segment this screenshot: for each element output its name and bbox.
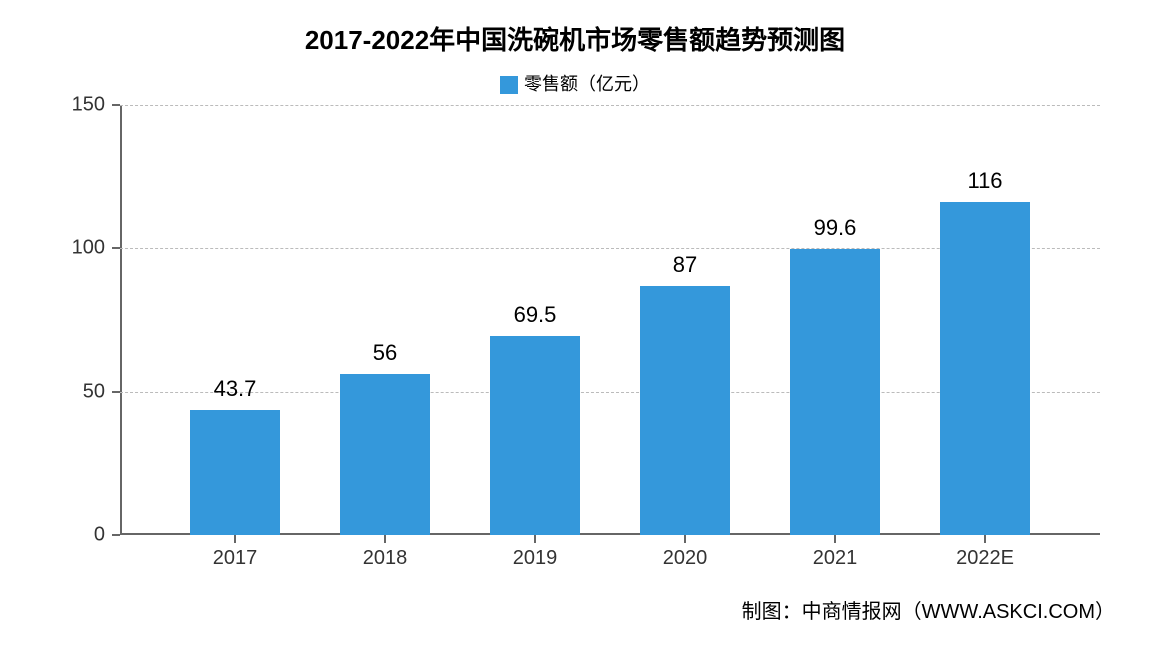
legend-label: 零售额（亿元） — [524, 74, 650, 94]
bar-group: 56 — [340, 374, 430, 535]
x-tick-mark — [234, 535, 236, 543]
bar — [340, 374, 430, 535]
legend-swatch — [500, 76, 518, 94]
chart-title: 2017-2022年中国洗碗机市场零售额趋势预测图 — [0, 20, 1150, 57]
credit-text: 制图：中商情报网（WWW.ASKCI.COM） — [742, 595, 1115, 624]
y-axis — [120, 105, 122, 535]
x-tick-mark — [384, 535, 386, 543]
y-tick-label: 150 — [72, 94, 105, 117]
y-tick-label: 50 — [83, 380, 105, 403]
legend: 零售额（亿元） — [0, 70, 1150, 96]
y-tick-mark — [112, 247, 120, 249]
bar — [190, 410, 280, 535]
bar — [940, 202, 1030, 535]
bar-group: 87 — [640, 286, 730, 535]
bar-value-label: 99.6 — [814, 215, 857, 241]
gridline — [120, 105, 1100, 106]
x-tick-mark — [984, 535, 986, 543]
y-tick-mark — [112, 391, 120, 393]
x-tick-label: 2021 — [813, 547, 858, 570]
bar-group: 69.5 — [490, 336, 580, 535]
bar-value-label: 56 — [373, 340, 397, 366]
bar-group: 116 — [940, 202, 1030, 535]
bar-group: 99.6 — [790, 249, 880, 535]
y-tick-label: 0 — [94, 524, 105, 547]
bar-group: 43.7 — [190, 410, 280, 535]
bar-value-label: 116 — [967, 168, 1002, 194]
chart-container: 2017-2022年中国洗碗机市场零售额趋势预测图 零售额（亿元） 050100… — [0, 0, 1150, 654]
x-tick-label: 2018 — [363, 547, 408, 570]
y-tick-mark — [112, 104, 120, 106]
bar-value-label: 69.5 — [514, 302, 557, 328]
bar — [640, 286, 730, 535]
y-tick-mark — [112, 534, 120, 536]
x-tick-mark — [834, 535, 836, 543]
y-tick-label: 100 — [72, 237, 105, 260]
x-tick-label: 2017 — [213, 547, 258, 570]
bar-value-label: 43.7 — [214, 376, 257, 402]
bar-value-label: 87 — [673, 252, 697, 278]
x-tick-mark — [534, 535, 536, 543]
x-tick-label: 2020 — [663, 547, 708, 570]
x-tick-label: 2019 — [513, 547, 558, 570]
bar — [790, 249, 880, 535]
bar — [490, 336, 580, 535]
x-tick-label: 2022E — [956, 547, 1014, 570]
x-tick-mark — [684, 535, 686, 543]
plot-area: 05010015043.7201756201869.5201987202099.… — [120, 105, 1100, 535]
